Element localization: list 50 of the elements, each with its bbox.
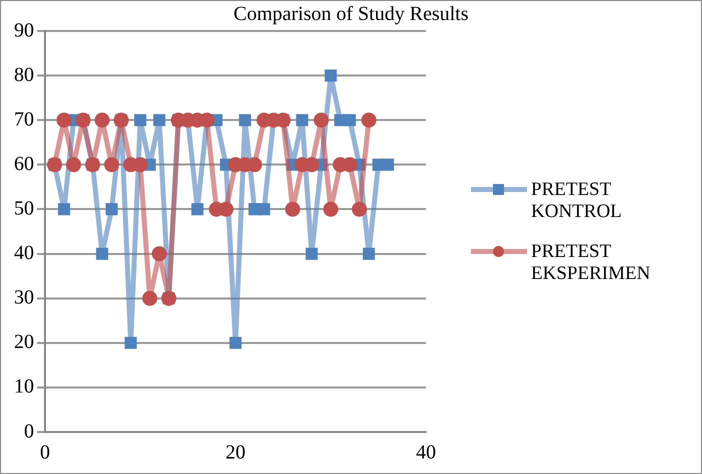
point — [142, 290, 158, 306]
point — [372, 158, 384, 171]
legend-label: PRETEST KONTROL — [531, 179, 623, 223]
point — [315, 158, 328, 171]
point — [361, 112, 376, 128]
point — [286, 158, 299, 171]
point — [104, 157, 120, 172]
point — [324, 70, 337, 82]
point — [314, 112, 329, 128]
y-tick-label: 10 — [14, 376, 34, 398]
y-tick-label: 70 — [14, 108, 34, 130]
point — [134, 114, 146, 126]
y-tick-label: 0 — [24, 420, 34, 442]
point — [352, 202, 367, 217]
point — [152, 246, 167, 262]
y-tick-label: 30 — [14, 286, 34, 309]
x-tick-label: 20 — [226, 441, 246, 464]
x-tick-label: 40 — [416, 441, 436, 464]
point — [94, 112, 110, 128]
point — [258, 203, 270, 216]
point — [344, 114, 356, 126]
point — [124, 336, 137, 349]
point — [323, 202, 338, 217]
point — [248, 203, 261, 216]
y-tick-label: 80 — [14, 64, 34, 86]
x-tick-label: 0 — [40, 441, 50, 464]
y-tick-label: 90 — [14, 19, 34, 42]
point — [296, 114, 308, 126]
point — [56, 112, 72, 128]
point — [362, 248, 375, 260]
point — [106, 203, 118, 216]
point — [285, 202, 300, 217]
point — [353, 158, 366, 171]
point — [238, 114, 252, 126]
y-tick-label: 40 — [14, 242, 34, 264]
y-tick-label: 20 — [14, 331, 34, 354]
legend-label: PRETEST EKSPERIMEN — [531, 241, 652, 285]
y-tick-label: 60 — [14, 152, 34, 175]
point — [334, 114, 346, 126]
point — [66, 157, 82, 172]
point — [306, 248, 318, 260]
point — [191, 203, 204, 216]
point — [144, 158, 156, 171]
chart-title: Comparison of Study Results — [233, 3, 468, 25]
point — [229, 336, 242, 349]
point — [153, 114, 166, 126]
point — [382, 158, 394, 171]
y-tick-label: 50 — [14, 197, 34, 220]
point — [58, 203, 70, 216]
point — [96, 248, 108, 260]
